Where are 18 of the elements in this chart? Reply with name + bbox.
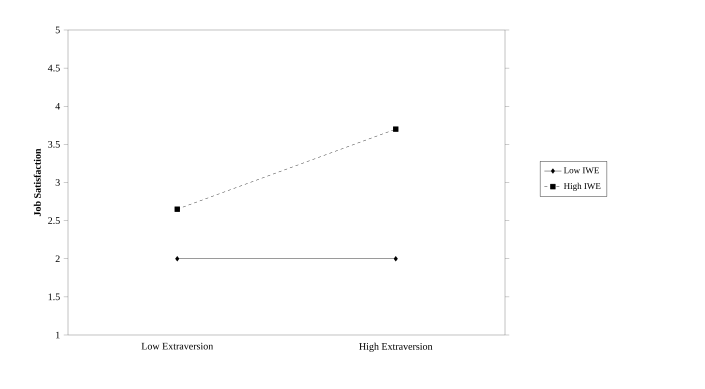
y-tick-label: 3.5 [48,140,60,148]
y-tick-label: 3 [56,179,60,186]
y-tick-label: 2 [56,255,60,262]
y-tick-label: 1.5 [48,294,60,300]
y-axis-title: Job Satisfaction [34,148,41,216]
point [175,256,180,262]
x-tick-label: High Extraversion [359,342,432,352]
y-tick-label: 5 [56,26,60,34]
legend-label: Low IWE [564,167,599,174]
x-tick-label: Low Extraversion [142,342,214,350]
legend-label: High IWE [564,182,600,191]
y-tick-label: 2.5 [48,217,60,224]
y-tick-label: 4.5 [48,64,60,72]
point [394,256,398,262]
point [174,206,180,212]
y-tick-label: 4 [55,102,60,110]
point [393,126,398,132]
y-tick-label: 1 [56,332,60,338]
